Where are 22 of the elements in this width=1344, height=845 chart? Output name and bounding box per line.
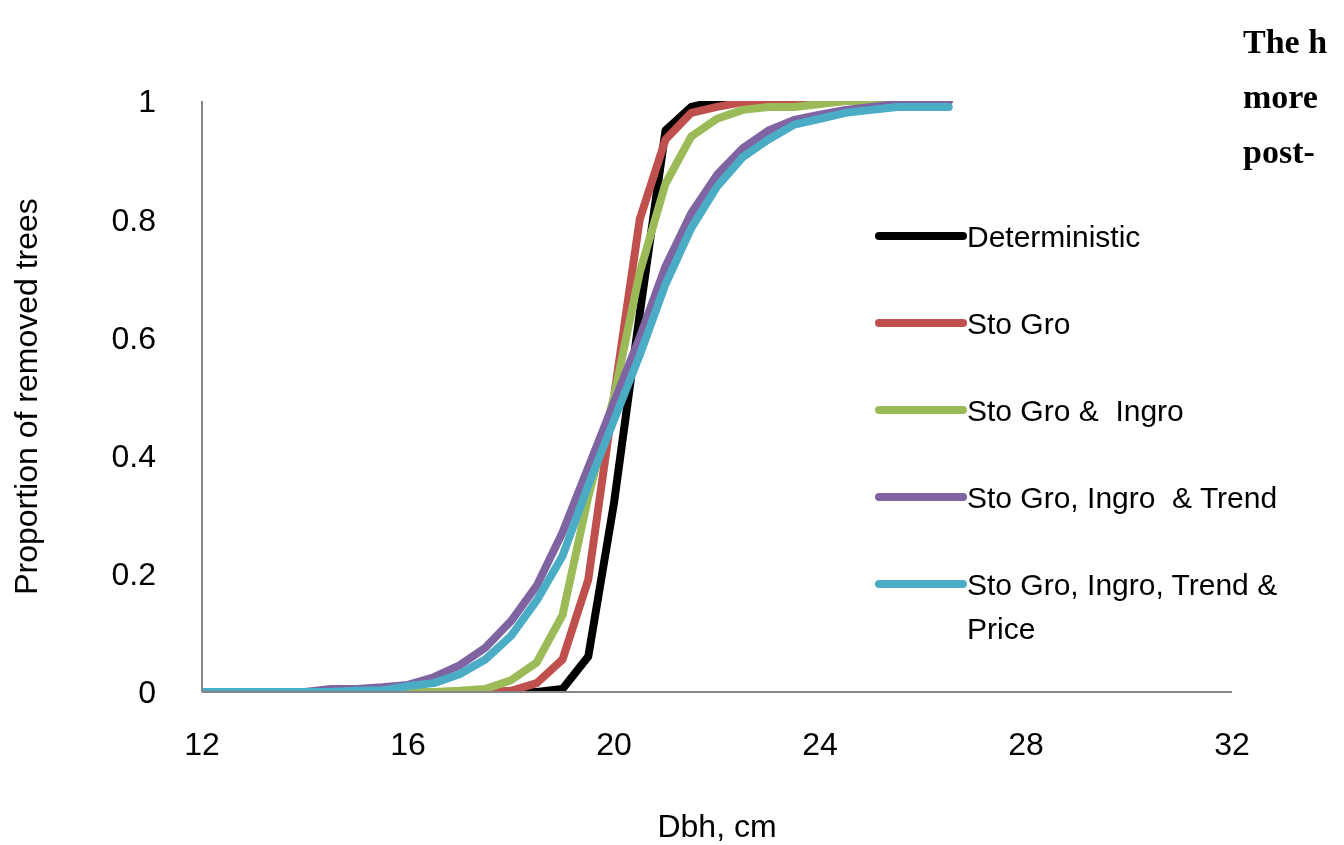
y-tick-label: 0.4 <box>111 437 156 474</box>
y-tick-label: 0.6 <box>111 319 156 356</box>
legend-label: Sto Gro & Ingro <box>967 393 1185 429</box>
x-tick-label: 28 <box>1008 725 1044 762</box>
x-tick-label: 32 <box>1214 725 1250 762</box>
x-tick-label: 16 <box>390 725 426 762</box>
legend-label: Deterministic <box>967 219 1142 255</box>
legend-label: Sto Gro, Ingro & Trend <box>967 480 1279 516</box>
y-tick-label: 0.2 <box>111 556 156 593</box>
legend-label: Sto Gro, Ingro, Trend & Price <box>967 567 1279 647</box>
x-tick-label: 12 <box>184 725 220 762</box>
x-tick-label: 24 <box>802 725 838 762</box>
legend-label: Sto Gro <box>967 306 1072 342</box>
x-tick-label: 20 <box>596 725 632 762</box>
text: post- <box>1243 132 1316 172</box>
text: more <box>1243 77 1319 117</box>
x-axis-title: Dbh, cm <box>657 808 777 844</box>
y-tick-label: 0 <box>138 674 156 711</box>
y-tick-label: 0.8 <box>111 201 156 238</box>
y-axis-title: Proportion of removed trees <box>8 198 45 595</box>
y-tick-label: 1 <box>138 83 156 120</box>
text: The h <box>1243 22 1328 62</box>
